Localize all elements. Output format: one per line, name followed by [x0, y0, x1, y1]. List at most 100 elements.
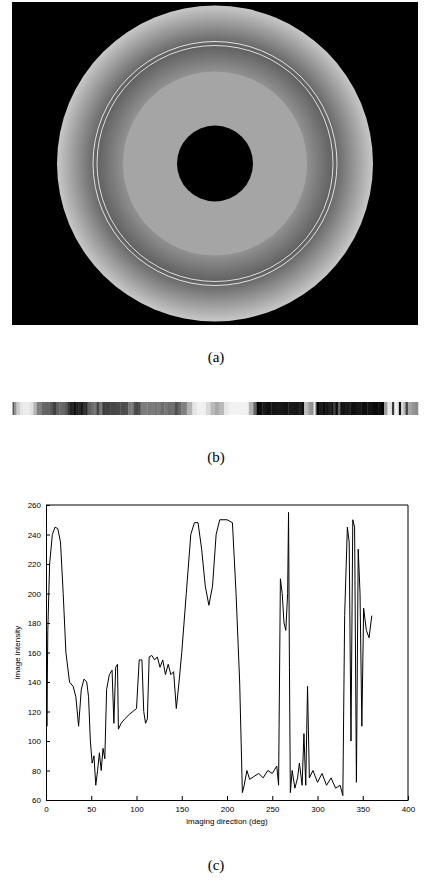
- strip-cell: [356, 402, 362, 415]
- strip-cell: [83, 402, 86, 415]
- strip-cell: [322, 402, 326, 415]
- strip-cell: [67, 402, 70, 415]
- strip-cell: [37, 402, 42, 415]
- strip-cell: [350, 402, 356, 415]
- strip-cell: [132, 402, 135, 415]
- strip-cell: [392, 402, 395, 415]
- tick-label: 100: [28, 737, 42, 746]
- strip-cell: [99, 402, 102, 415]
- strip-cell: [390, 402, 393, 415]
- strip-cell: [333, 402, 336, 415]
- tick: 150: [176, 796, 190, 814]
- strip-cell: [411, 402, 415, 415]
- panel-caption: (b): [207, 449, 225, 466]
- strip-cell: [138, 402, 141, 415]
- tick-mark: [46, 800, 50, 801]
- tick-label: 120: [28, 708, 42, 717]
- strip-cell: [388, 402, 391, 415]
- x-axis: 050100150200250300350400: [44, 796, 415, 814]
- x-axis-title: imaging direction (deg): [186, 817, 268, 826]
- strip-cell: [259, 402, 263, 415]
- tick: 100: [130, 796, 144, 814]
- strip-cell: [311, 402, 314, 415]
- tick: 80: [32, 767, 50, 776]
- tick-mark: [137, 796, 138, 800]
- strip-cell: [110, 402, 116, 415]
- strip-cell: [379, 402, 383, 415]
- strip-cell: [340, 402, 345, 415]
- strip-cell: [266, 402, 272, 415]
- strip-cell: [144, 402, 148, 415]
- strip-cell: [49, 402, 53, 415]
- tick-mark: [227, 796, 228, 800]
- strip-cell: [94, 402, 97, 415]
- frame-top: [46, 505, 408, 506]
- strip-cell: [106, 402, 111, 415]
- tick-mark: [46, 771, 50, 772]
- strip-cell: [253, 402, 257, 415]
- strip-cell: [56, 402, 60, 415]
- strip-cell: [157, 402, 161, 415]
- strip-cell: [338, 402, 341, 415]
- strip-cell: [201, 402, 206, 415]
- strip-cell: [164, 402, 168, 415]
- strip-cell: [88, 402, 92, 415]
- strip-cell: [317, 402, 320, 415]
- tick-label: 220: [28, 560, 42, 569]
- tick: 400: [402, 796, 416, 814]
- strip-cell: [81, 402, 84, 415]
- strip-cell: [65, 402, 68, 415]
- strip-cell: [401, 402, 404, 415]
- strip-cell: [319, 402, 323, 415]
- strip-cell: [336, 402, 339, 415]
- strip-cell: [79, 402, 82, 415]
- strip-cell: [326, 402, 329, 415]
- floor: [123, 72, 307, 256]
- tick: 300: [311, 796, 325, 814]
- tick-label: 100: [130, 805, 144, 814]
- tick-label: 260: [28, 501, 42, 510]
- tick-mark: [182, 796, 183, 800]
- strip-cell: [382, 402, 385, 415]
- tick: 260: [28, 501, 50, 510]
- tick: 60: [32, 796, 50, 805]
- strip-cell: [300, 402, 303, 415]
- strip-cell: [59, 402, 63, 415]
- tick-label: 300: [311, 805, 325, 814]
- strip-cell: [206, 402, 211, 415]
- tick-label: 0: [44, 805, 49, 814]
- panel-caption: (c): [208, 857, 225, 874]
- tick-label: 400: [402, 805, 416, 814]
- strip-cell: [249, 402, 254, 415]
- tick-label: 60: [32, 796, 41, 805]
- tick-label: 80: [32, 767, 41, 776]
- tick: 220: [28, 560, 50, 569]
- strip-cell: [125, 402, 129, 415]
- camera-hole: [177, 126, 253, 202]
- tick-label: 250: [266, 805, 280, 814]
- strip-cell: [415, 402, 419, 415]
- strip-cell: [309, 402, 312, 415]
- tick-mark: [363, 796, 364, 800]
- strip-cell: [70, 402, 73, 415]
- strip-cell: [23, 402, 27, 415]
- strip-cell: [171, 402, 175, 415]
- tick-mark: [46, 535, 50, 536]
- strip-cell: [306, 402, 309, 415]
- strip-cell: [136, 402, 139, 415]
- strip-cell: [74, 402, 77, 415]
- tick-label: 350: [357, 805, 371, 814]
- sampling-circle: [93, 42, 337, 286]
- sampling-circle: [97, 46, 333, 282]
- tick: 200: [28, 590, 50, 599]
- strip-cell: [151, 402, 155, 415]
- strip-cell: [76, 402, 79, 415]
- strip-cell: [277, 402, 283, 415]
- strip-cell: [294, 402, 300, 415]
- strip-cell: [141, 402, 145, 415]
- panel-c: 0501001502002503003504006080100120140160…: [13, 501, 416, 826]
- strip-cell: [271, 402, 277, 415]
- panel-caption: (a): [208, 349, 225, 366]
- tick: 250: [266, 796, 280, 814]
- tick-label: 200: [28, 590, 42, 599]
